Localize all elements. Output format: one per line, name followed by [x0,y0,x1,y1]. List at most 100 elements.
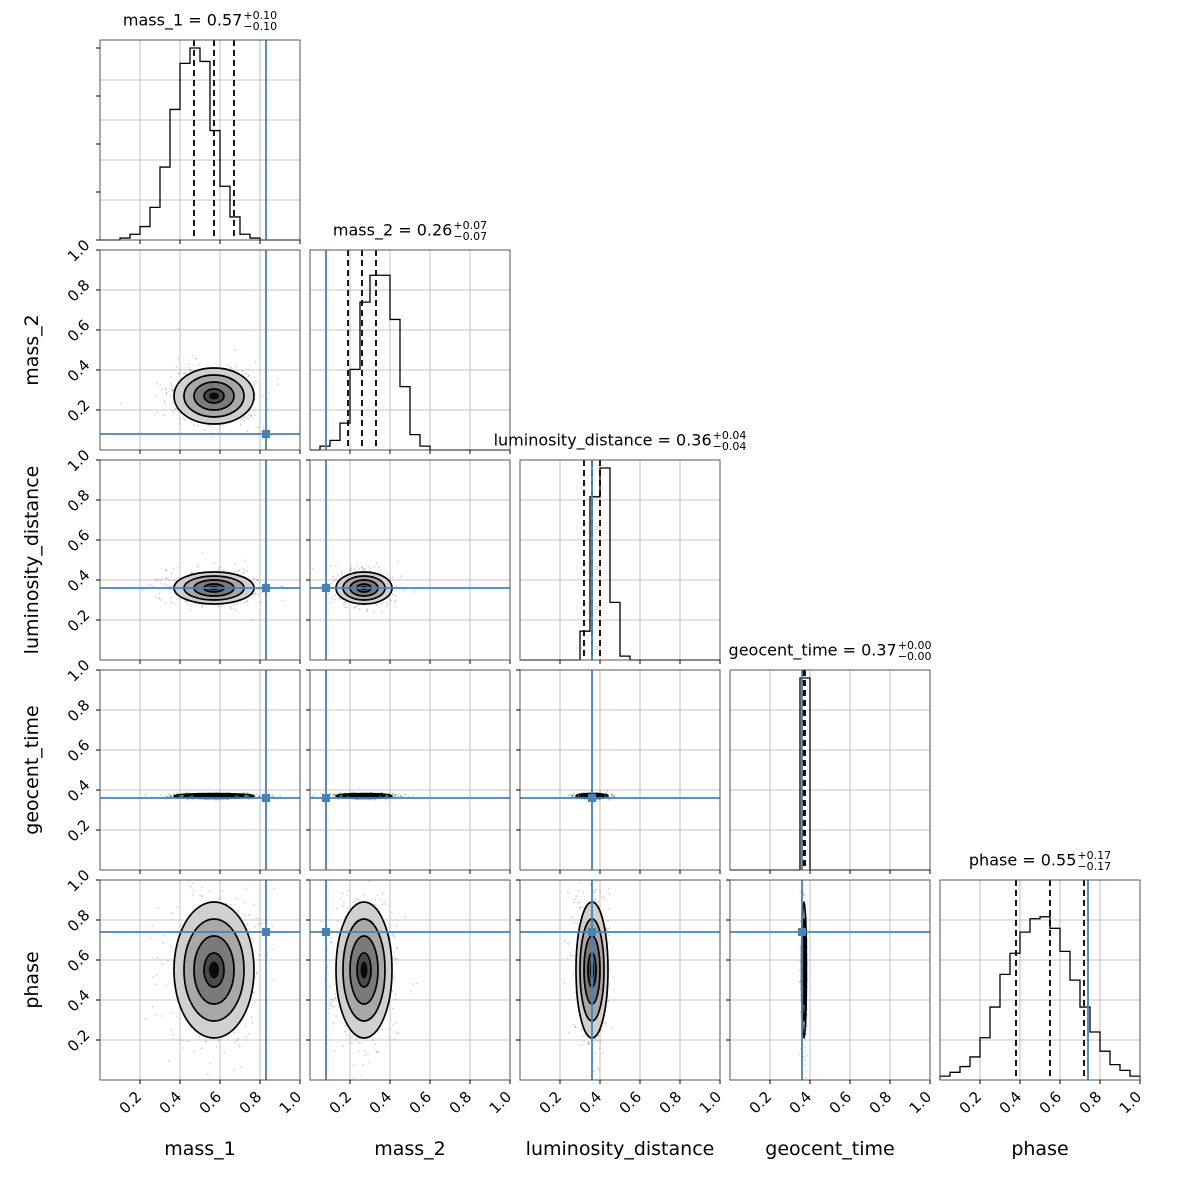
sample-point [397,795,400,797]
sample-point [230,367,233,369]
sample-point [120,402,122,405]
sample-point [253,992,255,995]
sample-point [165,393,168,395]
sample-point [252,903,255,906]
sample-point [377,1051,380,1053]
sample-point [252,576,255,579]
sample-point [578,901,581,904]
sample-point [613,872,615,874]
sample-point [258,953,260,956]
sample-point [156,578,159,580]
histogram-mass_1 [100,47,300,241]
sample-point [574,1026,577,1029]
density-peak [209,961,219,979]
sample-point [585,1075,588,1077]
truth-marker [588,794,596,802]
sample-point [221,889,224,892]
sample-point [208,890,211,893]
sample-point [256,917,259,919]
sample-point [170,376,172,378]
sample-point [239,423,242,426]
sample-point [155,974,158,977]
sample-point [252,940,255,943]
sample-point [169,601,172,603]
sample-point [163,583,166,585]
sample-point [597,1035,600,1037]
sample-point [335,578,337,580]
sample-point [392,933,395,936]
sample-point [393,793,396,796]
sample-point [254,591,257,594]
posterior-content [730,880,930,1080]
sample-point [247,798,250,801]
sample-point [253,383,256,385]
sample-point [168,579,171,582]
sample-point [379,898,381,901]
sample-point [332,793,335,796]
sample-point [243,901,246,904]
sample-point [390,911,393,914]
sample-point [382,892,384,895]
sample-point [601,895,604,898]
sample-point [234,1041,237,1044]
sample-point [197,564,200,567]
sample-point [566,957,569,960]
sample-point [254,593,257,596]
sample-point [187,1040,189,1043]
sample-point [170,1028,173,1031]
sample-point [193,424,195,426]
sample-point [162,942,165,944]
sample-point [158,597,161,600]
sample-point [189,609,192,611]
sample-point [200,1047,203,1049]
sample-point [170,795,173,798]
sample-point [260,922,263,925]
sample-point [383,901,385,903]
sample-point [171,388,173,391]
sample-point [170,794,173,797]
sample-point [327,1012,330,1015]
sample-point [163,402,166,405]
sample-point [322,949,325,951]
sample-point [222,569,225,572]
sample-point [257,588,260,591]
sample-point [161,388,163,391]
sample-point [360,1041,363,1044]
sample-point [331,576,334,579]
contour-line [193,935,235,1005]
density-peak [209,392,219,400]
sample-point [330,941,333,944]
sample-point [353,1076,355,1079]
sample-point [396,560,399,563]
sample-point [187,603,189,606]
sample-point [171,389,174,392]
sample-point [611,794,613,796]
truth-marker [322,794,330,802]
posterior-panel-geocent_time-vs-phase [726,879,931,1084]
sample-point [594,900,597,902]
contour-line [183,918,245,1022]
sample-point [182,1039,184,1042]
sample-point [355,897,358,900]
sample-point [375,1050,378,1053]
sample-point [246,417,249,419]
sample-point [610,794,613,797]
sample-point [185,373,188,375]
sample-point [247,375,250,378]
sample-point [389,576,392,579]
sample-point [334,594,337,597]
sample-point [570,954,572,957]
sample-point [175,603,177,606]
posterior-content [310,460,510,660]
sample-point [376,1051,378,1054]
posterior-panel-mass_2-vs-geocent_time [306,669,511,874]
truth-marker [322,928,330,936]
sample-point [330,582,332,585]
sample-point [149,937,152,940]
histogram-luminosity_distance [520,467,720,661]
sample-point [184,600,187,602]
sample-point [394,998,397,1001]
sample-point [229,843,231,845]
sample-point [237,909,240,912]
sample-point [399,794,402,797]
